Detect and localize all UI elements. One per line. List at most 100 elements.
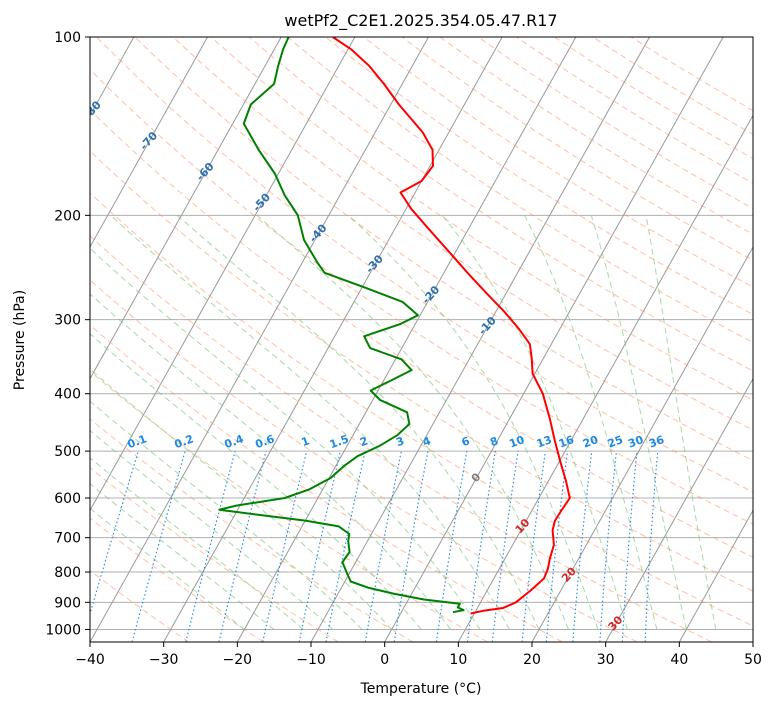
mixing-ratio-line (599, 451, 618, 642)
moist-adiabat-line (590, 215, 687, 630)
moist-adiabat-line (645, 215, 717, 630)
profile-lines (218, 37, 571, 615)
x-tick-label: 50 (744, 652, 762, 668)
dry-adiabat-line (90, 68, 753, 525)
isotherm-line (90, 37, 282, 380)
plot-frame (89, 36, 754, 643)
mixing-ratio-label: 0.4 (223, 432, 246, 451)
mixing-ratio-label: 0.1 (126, 432, 149, 451)
moist-adiabat-line (90, 368, 393, 630)
x-tick-label: −10 (296, 652, 326, 668)
isotherm-line (531, 246, 753, 642)
x-tick-label: −30 (149, 652, 179, 668)
dry-adiabat-line (90, 150, 753, 592)
y-tick-label: 200 (54, 208, 81, 224)
mixing-ratio-label: 25 (606, 433, 625, 450)
x-tick-label: 20 (523, 652, 541, 668)
y-axis-ticks: 100 200 300 400 500 600 700 800 900 1000 (45, 30, 90, 638)
dry-adiabat-line (96, 37, 753, 493)
isotherm-line (384, 37, 724, 642)
moist-adiabat-line (348, 214, 599, 630)
mixing-ratio-line (185, 450, 236, 642)
moist-adiabat-line (110, 214, 511, 630)
dry-adiabat-line (287, 37, 753, 343)
mixing-ratio-line (545, 451, 569, 642)
isotherm-line (605, 377, 753, 642)
isotherm-line (90, 37, 356, 512)
y-tick-label: 100 (54, 30, 81, 46)
x-tick-label: 40 (670, 652, 688, 668)
x-tick-label: 30 (597, 652, 615, 668)
dewpoint-profile (218, 37, 465, 614)
mixing-ratio-label: 0.6 (253, 432, 276, 451)
y-tick-label: 900 (54, 595, 81, 611)
moist-adiabat-line (90, 457, 304, 630)
mixing-ratio-label: 8 (488, 434, 500, 449)
dry-adiabat-line (90, 569, 190, 642)
isotherm-line (236, 37, 577, 642)
line-labels: 0.10.20.40.611.52346810131620253036-100-… (90, 98, 666, 633)
mixing-ratio-line (218, 450, 267, 642)
mixing-ratio-line (491, 451, 519, 642)
x-tick-label: 0 (380, 652, 389, 668)
x-axis-ticks: −40 −30 −20 −10 0 10 20 30 40 50 (75, 642, 762, 668)
background-lines (90, 37, 753, 642)
moist-adiabat-line (90, 429, 334, 630)
dry-adiabat-line (248, 37, 753, 372)
moist-adiabat-line (90, 333, 422, 630)
isotherm-line (457, 114, 753, 642)
mixing-ratio-label: 20 (581, 433, 600, 451)
mixing-ratio-label: 6 (460, 434, 472, 449)
isotherm-line (678, 509, 753, 642)
mixing-ratio-line (521, 451, 546, 642)
y-tick-label: 600 (54, 491, 81, 507)
x-axis-label: Temperature (°C) (360, 681, 482, 697)
x-tick-label: −40 (75, 652, 105, 668)
moist-adiabat-line (524, 215, 658, 630)
mixing-ratio-label: 0.2 (173, 432, 196, 451)
y-tick-label: 700 (54, 531, 81, 547)
dry-adiabat-line (90, 192, 753, 627)
x-tick-label: −20 (223, 652, 253, 668)
dry-adiabat-line (90, 370, 488, 642)
chart-title: wetPf2_C2E1.2025.354.05.47.R17 (284, 11, 557, 31)
mixing-ratio-line (131, 450, 186, 642)
mixing-ratio-line (298, 450, 341, 642)
isotherm-line (90, 37, 429, 642)
mixing-ratio-line (466, 451, 496, 642)
dry-adiabat-line (90, 235, 712, 642)
y-axis-label: Pressure (hPa) (12, 290, 28, 390)
moist-adiabat-line (90, 293, 451, 630)
moist-adiabat-line (256, 214, 569, 630)
y-tick-label: 1000 (45, 622, 81, 638)
mixing-ratio-label: 10 (507, 433, 526, 451)
mixing-ratio-label: 2 (358, 434, 370, 449)
x-tick-label: 10 (449, 652, 467, 668)
y-tick-label: 400 (54, 387, 81, 403)
mixing-ratio-label: 13 (535, 433, 554, 450)
mixing-ratio-label: 4 (421, 434, 433, 449)
moist-adiabat-line (90, 247, 481, 630)
moist-adiabat-line (90, 483, 275, 630)
y-tick-label: 500 (54, 444, 81, 460)
dry-adiabat-line (90, 517, 264, 642)
mixing-ratio-label: 16 (557, 433, 576, 451)
dry-adiabat-line (90, 467, 339, 642)
moist-adiabat-line (176, 214, 540, 630)
y-tick-label: 800 (54, 565, 81, 581)
mixing-ratio-line (262, 450, 308, 642)
mixing-ratio-line (435, 451, 468, 642)
mixing-ratio-label: 1.5 (328, 432, 351, 451)
dry-adiabat-line (90, 109, 753, 558)
isotherm-line (310, 37, 650, 642)
isotherm-line (163, 37, 503, 642)
mixing-ratio-label: 36 (647, 433, 666, 451)
y-tick-label: 300 (54, 313, 81, 329)
mixing-ratio-label: 3 (394, 434, 406, 449)
mixing-ratio-line (572, 451, 593, 642)
dry-adiabat-line (134, 37, 753, 462)
isotherm-line (90, 37, 208, 249)
temperature-profile (332, 37, 571, 615)
mixing-ratio-label: 1 (300, 434, 312, 449)
